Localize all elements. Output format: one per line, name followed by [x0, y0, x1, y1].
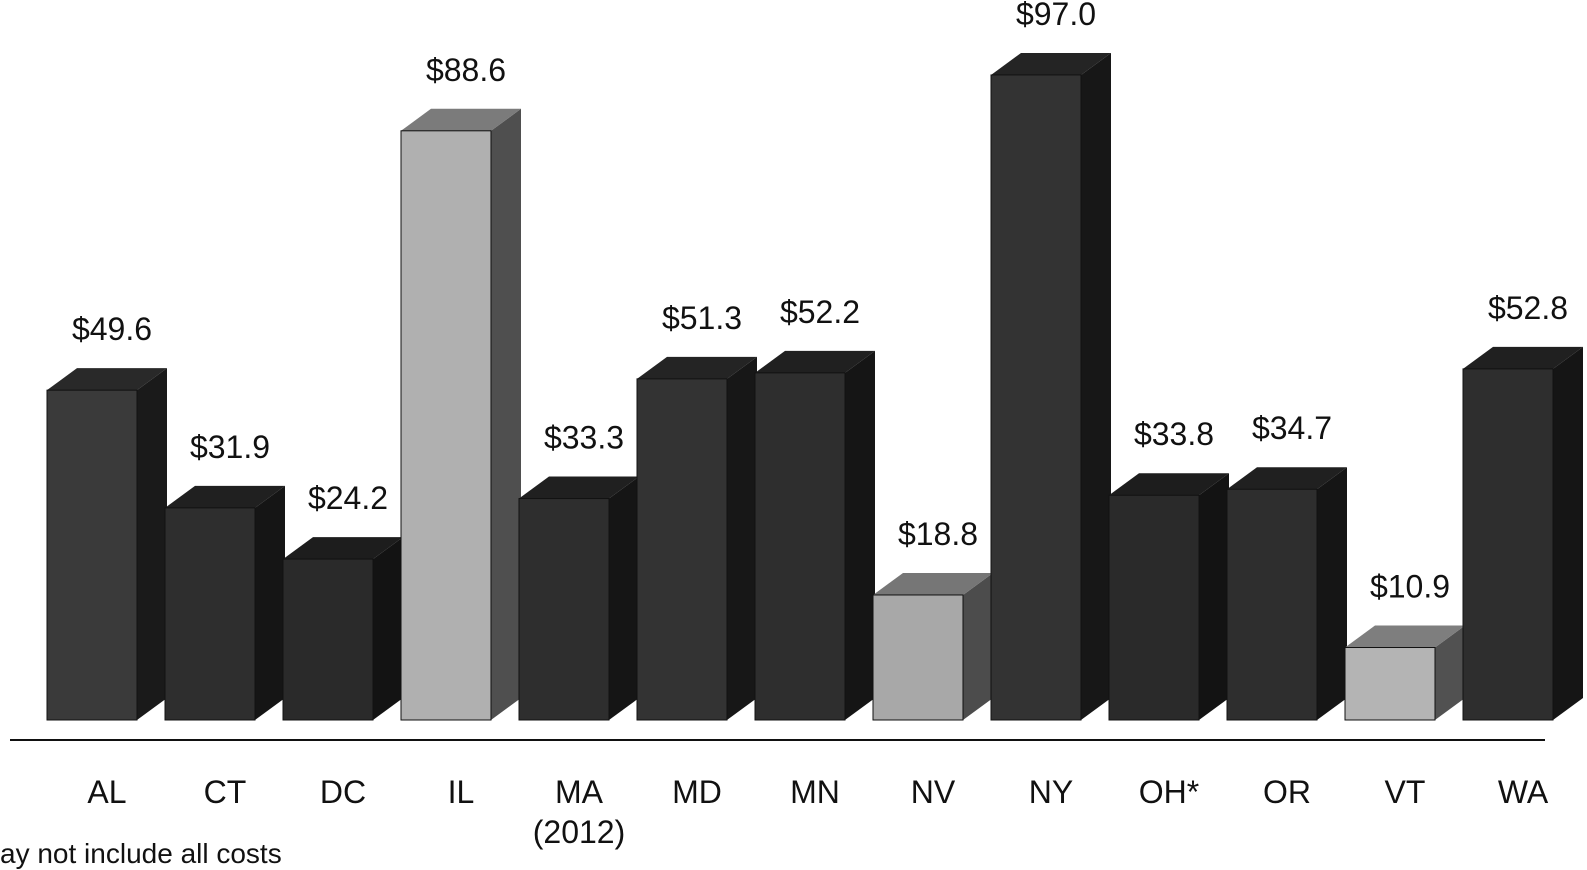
value-label: $51.3	[662, 300, 742, 336]
bar-top	[755, 350, 875, 373]
value-label: $10.9	[1370, 569, 1450, 605]
bar-side	[1317, 467, 1347, 720]
value-label: $97.0	[1016, 0, 1096, 32]
value-label: $33.8	[1134, 416, 1214, 452]
value-label: $34.7	[1252, 410, 1332, 446]
bar-top	[637, 356, 757, 379]
x-tick-label: DC	[319, 774, 367, 810]
value-label: $52.8	[1488, 290, 1568, 326]
bar-top	[47, 368, 167, 391]
bar-top	[519, 476, 639, 499]
bar-top	[283, 537, 403, 560]
bar	[1344, 647, 1436, 721]
bar	[400, 130, 492, 721]
bar-top	[1109, 473, 1229, 496]
bar	[46, 389, 138, 721]
value-label: $18.8	[898, 516, 978, 552]
x-tick-label: NV	[910, 774, 956, 810]
bar-side	[845, 350, 875, 720]
value-label: $88.6	[426, 52, 506, 88]
bar	[1226, 488, 1318, 721]
bar-side	[1553, 346, 1583, 720]
value-label: $33.3	[544, 420, 624, 456]
bar-side	[609, 476, 639, 720]
bar	[872, 594, 964, 721]
bar-top	[1463, 346, 1583, 369]
x-tick-label: CT	[203, 774, 247, 810]
x-tick-label: IL	[447, 774, 475, 810]
value-label: $52.2	[780, 294, 860, 330]
x-tick-label: WA	[1497, 774, 1549, 810]
bar-side	[491, 108, 521, 720]
bar-side	[1435, 625, 1465, 720]
x-tick-label: VT	[1384, 774, 1426, 810]
value-label: $24.2	[308, 480, 388, 516]
footnote: ay not include all costs	[0, 838, 282, 869]
bar	[282, 558, 374, 721]
bar	[754, 372, 846, 721]
bar	[636, 378, 728, 721]
value-label: $49.6	[72, 311, 152, 347]
x-tick-label: OR	[1263, 774, 1311, 810]
bar-side	[137, 368, 167, 720]
bar-top	[401, 108, 521, 131]
x-tick-label: NY	[1028, 774, 1074, 810]
bar-top	[1227, 467, 1347, 490]
bar-side	[963, 572, 993, 720]
bar-top	[165, 485, 285, 508]
x-tick-label: MD	[672, 774, 722, 810]
x-tick-label: MA (2012)	[532, 774, 626, 850]
bar-side	[1199, 473, 1229, 720]
bar-top	[873, 572, 993, 595]
bar-side	[373, 537, 403, 720]
x-tick-label: AL	[87, 774, 127, 810]
bar-side	[1081, 52, 1111, 720]
bar-top	[1345, 625, 1465, 648]
bar-side	[727, 356, 757, 720]
x-tick-label: MN	[790, 774, 840, 810]
value-label: $31.9	[190, 429, 270, 465]
bar	[1108, 494, 1200, 721]
bar	[518, 498, 610, 721]
bar	[1462, 368, 1554, 721]
bar-top	[991, 52, 1111, 75]
bar	[990, 74, 1082, 721]
x-tick-label: OH*	[1138, 774, 1200, 810]
bar	[164, 507, 256, 721]
bar-side	[255, 485, 285, 720]
